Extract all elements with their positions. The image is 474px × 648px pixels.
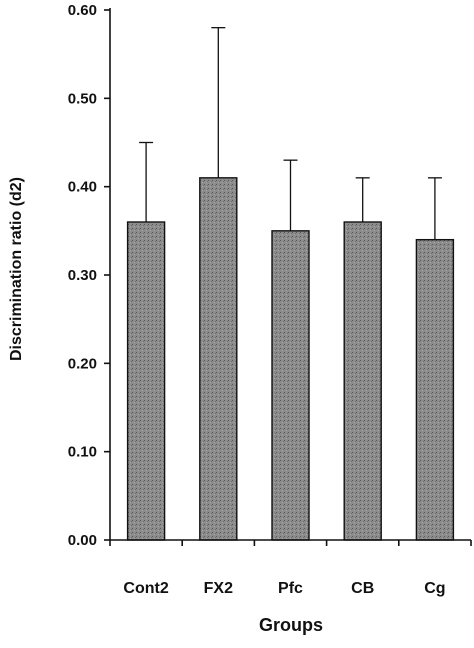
x-tick-label: Pfc bbox=[278, 580, 303, 597]
bar-cont2 bbox=[126, 221, 166, 541]
bar-cb bbox=[343, 221, 382, 541]
bar-cg bbox=[415, 238, 455, 541]
bars-layer bbox=[126, 177, 455, 541]
x-tick-label: FX2 bbox=[204, 580, 233, 597]
bar-pfc bbox=[271, 230, 310, 541]
y-tick-label: 0.60 bbox=[68, 2, 97, 19]
x-tick-label: Cont2 bbox=[123, 580, 168, 597]
y-axis-title: Discrimination ratio (d2) bbox=[8, 177, 25, 361]
x-ticks: Cont2 FX2 Pfc CB Cg bbox=[109, 540, 472, 597]
x-tick-label: CB bbox=[351, 580, 374, 597]
y-tick-label: 0.00 bbox=[68, 532, 97, 549]
bar-fx2 bbox=[199, 177, 238, 541]
x-tick-label: Cg bbox=[424, 580, 445, 597]
y-tick-label: 0.30 bbox=[68, 267, 97, 284]
y-tick-label: 0.40 bbox=[68, 179, 97, 196]
y-tick-label: 0.10 bbox=[68, 444, 97, 461]
error-bars-layer bbox=[139, 27, 442, 240]
y-tick-label: 0.20 bbox=[68, 355, 97, 372]
y-ticks: 0.00 0.10 0.20 0.30 0.40 0.50 0.60 bbox=[68, 2, 110, 549]
y-tick-label: 0.50 bbox=[68, 90, 97, 107]
x-axis-title: Groups bbox=[259, 615, 323, 635]
